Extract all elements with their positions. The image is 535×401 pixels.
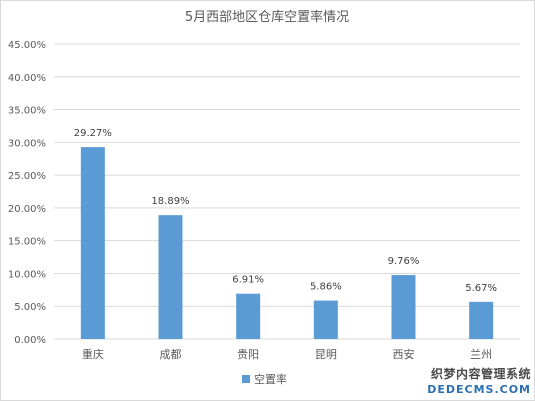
data-label: 9.76% [388,256,420,267]
data-label: 18.89% [151,196,189,207]
bar [236,293,261,339]
y-tick-label: 35.00% [8,106,46,117]
data-label: 5.86% [310,282,342,293]
y-tick-label: 20.00% [8,204,46,215]
chart-title: 5月西部地区仓库空置率情况 [185,9,349,25]
y-tick-label: 5.00% [14,302,46,313]
y-tick-label: 30.00% [8,138,46,149]
legend-label: 空置率 [254,372,287,386]
y-tick-label: 45.00% [8,40,46,51]
grid-lines [54,43,520,340]
x-tick-label: 兰州 [470,348,492,361]
x-tick-label: 西安 [393,347,415,361]
data-label: 6.91% [232,275,264,286]
legend-swatch [242,375,250,383]
x-tick-label: 昆明 [315,348,337,361]
bars [80,147,494,339]
y-tick-label: 0.00% [14,335,46,346]
x-tick-label: 成都 [160,348,182,361]
bar [469,301,494,339]
watermark: 织梦内容管理系统 DEDECMS.COM [427,367,531,397]
y-tick-label: 10.00% [8,269,46,280]
y-tick-label: 40.00% [8,73,46,84]
bar [313,300,338,339]
data-label: 29.27% [74,128,112,139]
data-label: 5.67% [465,283,497,294]
watermark-line1: 织梦内容管理系统 [430,367,531,381]
x-tick-label: 重庆 [82,347,104,361]
bar [80,147,105,339]
y-tick-label: 25.00% [8,171,46,182]
data-labels: 29.27% 18.89% 6.91% 5.86% 9.76% 5.67% [74,128,497,294]
x-axis-ticks: 重庆 成都 贵阳 昆明 西安 兰州 [82,347,492,361]
x-tick-label: 贵阳 [237,348,259,361]
y-axis-ticks: 0.00% 5.00% 10.00% 15.00% 20.00% 25.00% 30.00%… [8,40,46,346]
watermark-line2: DEDECMS.COM [427,383,531,396]
bar [391,275,416,339]
bar [158,215,183,339]
legend: 空置率 [242,372,287,386]
y-tick-label: 15.00% [8,237,46,248]
